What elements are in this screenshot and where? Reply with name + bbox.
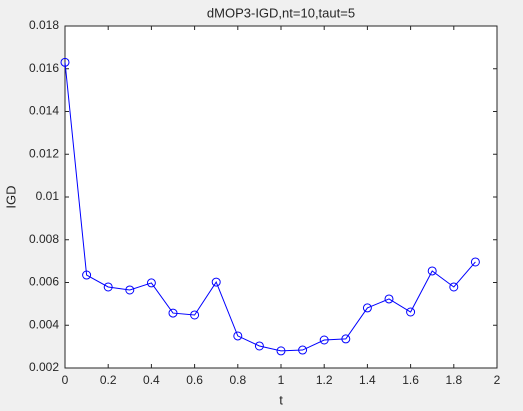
x-tick-label: 1 [278, 373, 285, 387]
chart-title: dMOP3-IGD,nt=10,taut=5 [207, 5, 355, 20]
y-tick-label: 0.016 [29, 61, 59, 75]
data-point [125, 285, 135, 295]
x-tick-label: 0.6 [186, 373, 203, 387]
data-point [103, 282, 113, 292]
x-tick-label: 0 [62, 373, 69, 387]
axes-box [64, 25, 498, 369]
data-point [60, 57, 70, 67]
data-point [298, 345, 308, 355]
data-point [470, 257, 480, 267]
x-tick-label: 1.4 [359, 373, 376, 387]
x-tick-label: 1.2 [316, 373, 333, 387]
data-point [341, 334, 351, 344]
x-tick-label: 0.4 [143, 373, 160, 387]
y-tick-label: 0.004 [29, 317, 59, 331]
y-tick-label: 0.012 [29, 146, 59, 160]
data-point [254, 341, 264, 351]
y-tick-label: 0.018 [29, 18, 59, 32]
y-tick-label: 0.014 [29, 104, 59, 118]
x-tick-label: 0.2 [100, 373, 117, 387]
x-tick-label: 2 [494, 373, 501, 387]
data-point [146, 278, 156, 288]
data-point [427, 266, 437, 276]
data-point [168, 308, 178, 318]
data-point [384, 294, 394, 304]
data-point [362, 303, 372, 313]
y-axis-label: IGD [3, 185, 18, 208]
y-tick-label: 0.01 [36, 189, 60, 203]
data-point [449, 282, 459, 292]
x-axis-label: t [279, 392, 283, 407]
y-tick-label: 0.006 [29, 275, 59, 289]
data-point [82, 270, 92, 280]
y-tick-label: 0.002 [29, 360, 59, 374]
data-point [319, 335, 329, 345]
x-tick-label: 1.8 [445, 373, 462, 387]
x-tick-label: 0.8 [229, 373, 246, 387]
data-point [276, 346, 286, 356]
y-tick-label: 0.008 [29, 232, 59, 246]
data-point [406, 307, 416, 317]
data-point [233, 331, 243, 341]
data-point [190, 310, 200, 320]
data-point [211, 277, 221, 287]
x-tick-label: 1.6 [402, 373, 419, 387]
